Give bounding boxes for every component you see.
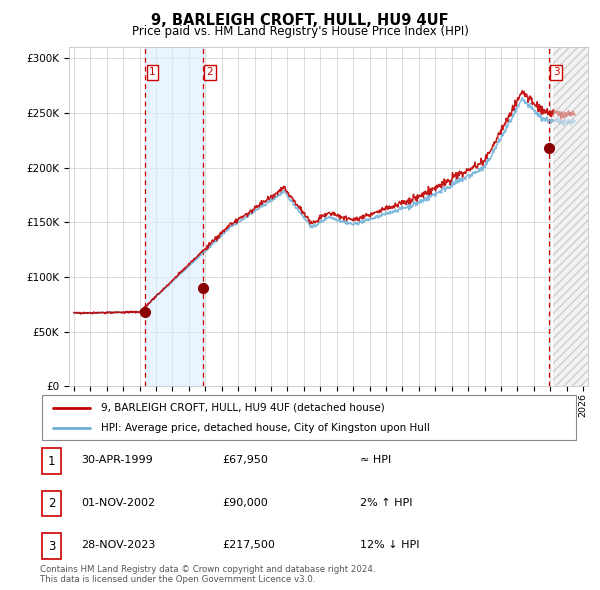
Text: 2% ↑ HPI: 2% ↑ HPI <box>360 498 413 507</box>
Text: 3: 3 <box>553 67 559 77</box>
Text: 9, BARLEIGH CROFT, HULL, HU9 4UF (detached house): 9, BARLEIGH CROFT, HULL, HU9 4UF (detach… <box>101 403 385 412</box>
Text: Price paid vs. HM Land Registry's House Price Index (HPI): Price paid vs. HM Land Registry's House … <box>131 25 469 38</box>
FancyBboxPatch shape <box>42 395 576 440</box>
Text: 1: 1 <box>149 67 156 77</box>
Text: £217,500: £217,500 <box>222 540 275 550</box>
Text: 2: 2 <box>206 67 213 77</box>
Text: 01-NOV-2002: 01-NOV-2002 <box>81 498 155 507</box>
Text: 9, BARLEIGH CROFT, HULL, HU9 4UF: 9, BARLEIGH CROFT, HULL, HU9 4UF <box>151 13 449 28</box>
Text: ≈ HPI: ≈ HPI <box>360 455 391 465</box>
Text: 30-APR-1999: 30-APR-1999 <box>81 455 153 465</box>
Text: Contains HM Land Registry data © Crown copyright and database right 2024.: Contains HM Land Registry data © Crown c… <box>40 565 376 574</box>
Text: 28-NOV-2023: 28-NOV-2023 <box>81 540 155 550</box>
Bar <box>145 47 203 386</box>
FancyBboxPatch shape <box>42 533 61 559</box>
Text: HPI: Average price, detached house, City of Kingston upon Hull: HPI: Average price, detached house, City… <box>101 424 430 434</box>
Text: 1: 1 <box>48 454 55 468</box>
FancyBboxPatch shape <box>42 491 61 516</box>
Text: 3: 3 <box>48 539 55 553</box>
Text: 2: 2 <box>48 497 55 510</box>
FancyBboxPatch shape <box>42 448 61 474</box>
Text: This data is licensed under the Open Government Licence v3.0.: This data is licensed under the Open Gov… <box>40 575 316 584</box>
Bar <box>553 47 591 386</box>
Text: £67,950: £67,950 <box>222 455 268 465</box>
Bar <box>553 47 591 386</box>
Text: £90,000: £90,000 <box>222 498 268 507</box>
Text: 12% ↓ HPI: 12% ↓ HPI <box>360 540 419 550</box>
